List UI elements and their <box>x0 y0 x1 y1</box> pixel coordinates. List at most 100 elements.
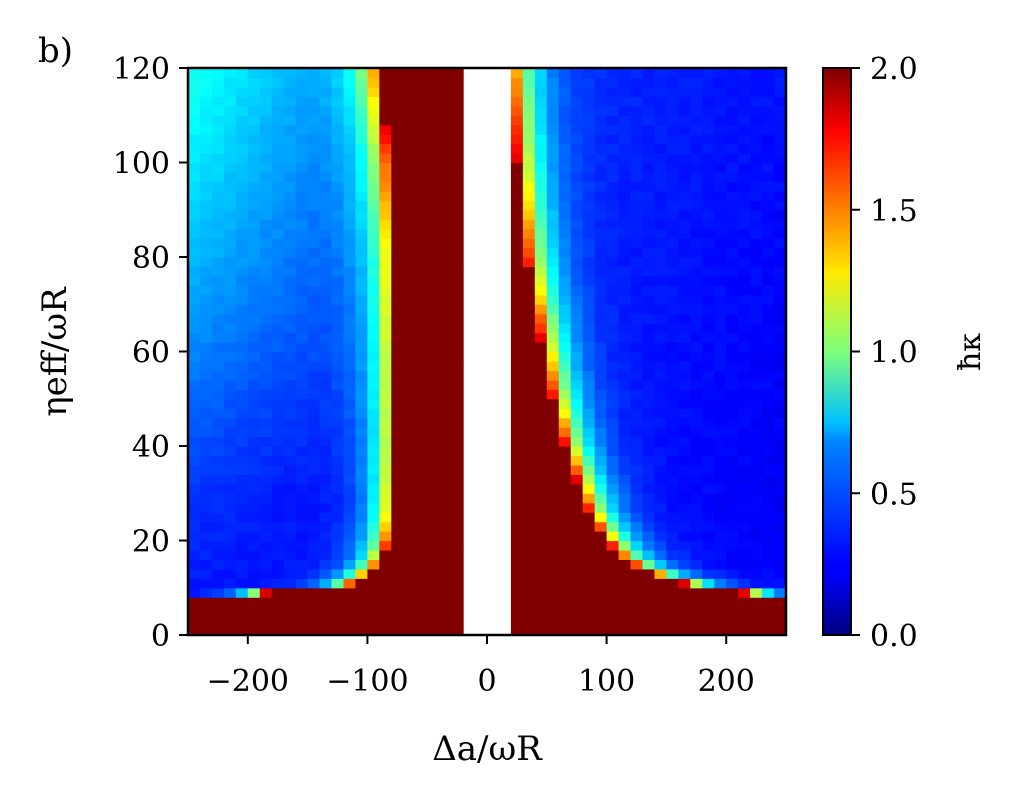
heatmap-cell <box>343 521 357 532</box>
heatmap-cell <box>714 502 727 513</box>
heatmap-cell <box>750 483 763 494</box>
heatmap-cell <box>451 115 464 126</box>
heatmap-cell <box>331 587 345 598</box>
heatmap-cell <box>582 408 596 419</box>
heatmap-cell <box>546 181 560 192</box>
heatmap-cell <box>750 474 763 485</box>
heatmap-cell <box>283 474 297 485</box>
heatmap-cell <box>391 209 404 220</box>
heatmap-cell <box>582 474 596 485</box>
x-tick-label: −100 <box>326 664 408 699</box>
heatmap-cell <box>582 606 596 617</box>
heatmap-cell <box>726 389 739 400</box>
heatmap-cell <box>259 531 273 542</box>
heatmap-cell <box>570 597 584 608</box>
heatmap-cell <box>223 616 237 627</box>
heatmap-cell <box>762 417 775 428</box>
heatmap-cell <box>259 190 273 201</box>
heatmap-cell <box>355 531 368 542</box>
heatmap-cell <box>379 606 392 617</box>
heatmap-cell <box>295 549 309 560</box>
heatmap-cell <box>355 625 368 635</box>
heatmap-cell <box>582 464 596 475</box>
heatmap-cell <box>690 625 703 635</box>
heatmap-cell <box>283 493 297 504</box>
heatmap-cell <box>726 455 739 466</box>
heatmap-cell <box>558 446 572 457</box>
heatmap-cell <box>295 105 309 116</box>
heatmap-cell <box>654 219 667 230</box>
heatmap-cell <box>295 587 309 598</box>
heatmap-cell <box>199 209 213 220</box>
heatmap-cell <box>319 124 333 135</box>
heatmap-cell <box>582 323 596 334</box>
heatmap-cell <box>415 483 428 494</box>
heatmap-cell <box>391 616 404 627</box>
heatmap-cell <box>678 606 691 617</box>
heatmap-cell <box>726 171 739 182</box>
heatmap-cell <box>606 124 620 135</box>
heatmap-cell <box>522 153 536 164</box>
heatmap-cell <box>367 483 380 494</box>
heatmap-cell <box>439 294 452 305</box>
heatmap-cell <box>188 257 201 268</box>
heatmap-cell <box>427 370 440 381</box>
heatmap-cell <box>558 257 572 268</box>
heatmap-cell <box>295 285 309 296</box>
heatmap-cell <box>427 124 440 135</box>
heatmap-cell <box>630 436 644 447</box>
heatmap-cell <box>367 587 380 598</box>
heatmap-cell <box>726 616 739 627</box>
heatmap-cell <box>223 209 237 220</box>
heatmap-cell <box>714 134 727 145</box>
heatmap-cell <box>654 370 667 381</box>
heatmap-cell <box>534 606 548 617</box>
heatmap-cell <box>750 512 763 523</box>
heatmap-cell <box>534 549 548 560</box>
heatmap-cell <box>762 304 775 315</box>
heatmap-cell <box>451 578 464 589</box>
heatmap-cell <box>403 436 416 447</box>
heatmap-cell <box>307 332 321 343</box>
heatmap-cell <box>534 446 548 457</box>
heatmap-cell <box>654 587 667 598</box>
heatmap-cell <box>415 209 428 220</box>
heatmap-cell <box>451 285 464 296</box>
heatmap-cell <box>750 115 763 126</box>
heatmap-cell <box>666 181 679 192</box>
heatmap-cell <box>558 597 572 608</box>
heatmap-cell <box>391 134 404 145</box>
heatmap-cell <box>678 389 691 400</box>
heatmap-cell <box>199 417 213 428</box>
heatmap-cell <box>427 294 440 305</box>
heatmap-cell <box>211 578 225 589</box>
heatmap-cell <box>606 531 620 542</box>
heatmap-cell <box>355 549 368 560</box>
heatmap-cell <box>451 606 464 617</box>
heatmap-cell <box>738 190 751 201</box>
heatmap-cell <box>223 446 237 457</box>
heatmap-cell <box>319 474 333 485</box>
heatmap-cell <box>307 455 321 466</box>
heatmap-cell <box>558 105 572 116</box>
heatmap-cell <box>678 124 691 135</box>
heatmap-cell <box>702 379 715 390</box>
heatmap-cell <box>283 275 297 286</box>
heatmap-cell <box>403 323 416 334</box>
heatmap-cell <box>235 115 249 126</box>
heatmap-cell <box>726 68 739 79</box>
heatmap-cell <box>618 219 632 230</box>
heatmap-cell <box>678 313 691 324</box>
x-axis-label: Δa/ωR <box>432 729 543 769</box>
heatmap-cell <box>355 616 368 627</box>
heatmap-cell <box>702 323 715 334</box>
heatmap-cell <box>510 96 524 107</box>
heatmap-cell <box>259 455 273 466</box>
heatmap-cell <box>188 351 201 362</box>
heatmap-cell <box>295 379 309 390</box>
heatmap-cell <box>546 134 560 145</box>
heatmap-cell <box>534 342 548 353</box>
heatmap-cell <box>642 228 656 239</box>
heatmap-cell <box>594 531 608 542</box>
heatmap-cell <box>367 228 380 239</box>
